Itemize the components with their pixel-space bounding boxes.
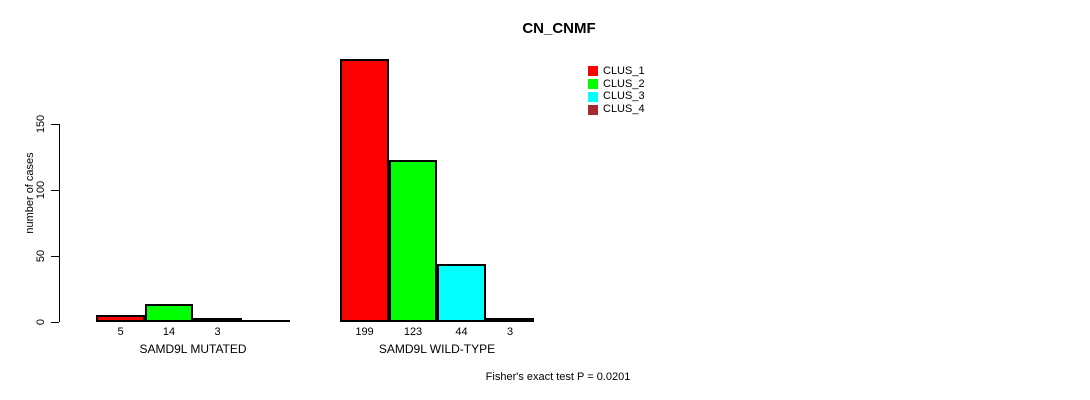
legend-label: CLUS_1 [603, 64, 645, 77]
bar-CLUS_3 [437, 264, 486, 322]
bar-CLUS_1 [96, 315, 145, 322]
y-tick-label: 0 [35, 318, 47, 326]
legend-swatch-CLUS_1 [588, 66, 598, 77]
y-tick-mark [51, 256, 59, 257]
bar-CLUS_4 [486, 318, 534, 322]
bar-value-label: 199 [355, 326, 374, 338]
bar-value-label: 5 [117, 326, 124, 338]
bar-value-label: 44 [455, 326, 468, 338]
y-tick-mark [51, 190, 59, 191]
y-tick-label: 150 [35, 114, 47, 134]
legend-item: CLUS_1 [588, 65, 645, 78]
bar-value-label: 123 [403, 326, 423, 338]
y-tick-mark [51, 322, 59, 323]
y-tick-label: 50 [35, 249, 47, 263]
legend-item: CLUS_4 [588, 103, 645, 116]
bar-CLUS_1 [340, 59, 389, 322]
category-label: SAMD9L WILD-TYPE [378, 342, 496, 356]
legend: CLUS_1 CLUS_2 CLUS_3 CLUS_4 [588, 65, 645, 116]
category-label: SAMD9L MUTATED [139, 342, 247, 356]
legend-label: CLUS_2 [603, 77, 645, 90]
legend-item: CLUS_3 [588, 91, 645, 104]
bar-value-label: 3 [506, 326, 514, 338]
bar-CLUS_3 [193, 318, 242, 322]
bar-value-label: 3 [214, 326, 221, 338]
chart-title: CN_CNMF [522, 20, 596, 37]
legend-swatch-CLUS_3 [588, 91, 598, 102]
legend-label: CLUS_3 [603, 90, 645, 103]
bar-CLUS_2 [145, 304, 193, 322]
bar-value-label: 14 [162, 326, 176, 338]
fisher-test-annotation: Fisher's exact test P = 0.0201 [485, 371, 631, 383]
legend-swatch-CLUS_2 [588, 79, 598, 90]
legend-item: CLUS_2 [588, 78, 645, 91]
y-axis-line [59, 124, 60, 322]
legend-swatch-CLUS_4 [588, 104, 598, 115]
y-tick-label: 100 [35, 180, 47, 200]
bar-CLUS_2 [389, 160, 437, 322]
legend-label: CLUS_4 [603, 103, 645, 116]
y-tick-mark [51, 124, 59, 125]
